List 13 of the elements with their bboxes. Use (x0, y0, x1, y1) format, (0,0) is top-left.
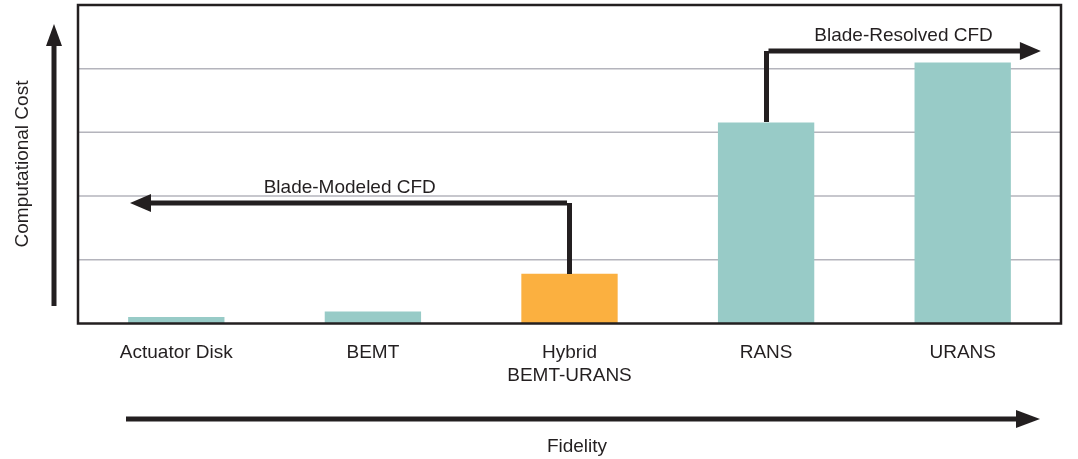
y-axis-title: Computational Cost (11, 80, 33, 248)
bar (521, 273, 618, 324)
x-tick-label: RANS (739, 341, 793, 363)
x-tick-label: Hybrid BEMT-URANS (507, 341, 632, 385)
bar (717, 122, 815, 324)
x-tick-label: BEMT (346, 341, 400, 363)
x-tick-label: URANS (929, 341, 996, 363)
bar (914, 62, 1011, 324)
text: Blade-Resolved CFD (814, 24, 993, 46)
x-axis-title: Fidelity (546, 435, 608, 457)
bar (324, 311, 422, 324)
annotation: Blade-Modeled CFD (263, 175, 436, 197)
x-tick-label: Actuator Disk (119, 341, 234, 363)
